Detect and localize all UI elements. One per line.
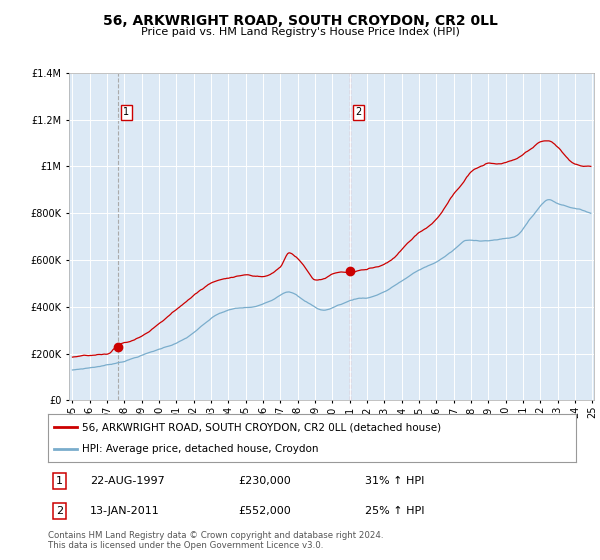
Text: 2: 2 [56, 506, 63, 516]
Text: 25% ↑ HPI: 25% ↑ HPI [365, 506, 424, 516]
Text: Price paid vs. HM Land Registry's House Price Index (HPI): Price paid vs. HM Land Registry's House … [140, 27, 460, 37]
Text: 1: 1 [56, 476, 63, 486]
Text: 13-JAN-2011: 13-JAN-2011 [90, 506, 160, 516]
Text: HPI: Average price, detached house, Croydon: HPI: Average price, detached house, Croy… [82, 444, 319, 454]
Text: 1: 1 [123, 107, 130, 117]
Text: 56, ARKWRIGHT ROAD, SOUTH CROYDON, CR2 0LL (detached house): 56, ARKWRIGHT ROAD, SOUTH CROYDON, CR2 0… [82, 422, 442, 432]
Text: Contains HM Land Registry data © Crown copyright and database right 2024.
This d: Contains HM Land Registry data © Crown c… [48, 531, 383, 550]
Text: 31% ↑ HPI: 31% ↑ HPI [365, 476, 424, 486]
Text: £552,000: £552,000 [238, 506, 291, 516]
Text: 22-AUG-1997: 22-AUG-1997 [90, 476, 165, 486]
Text: 2: 2 [356, 107, 362, 117]
Text: £230,000: £230,000 [238, 476, 291, 486]
Text: 56, ARKWRIGHT ROAD, SOUTH CROYDON, CR2 0LL: 56, ARKWRIGHT ROAD, SOUTH CROYDON, CR2 0… [103, 14, 497, 28]
